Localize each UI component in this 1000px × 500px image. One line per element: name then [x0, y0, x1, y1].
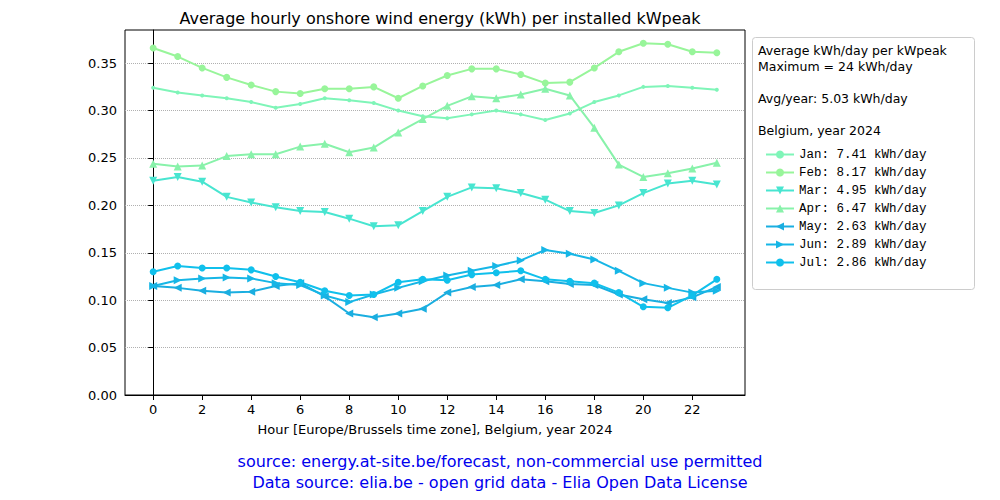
svg-text:Apr: 6.47 kWh/day: Apr: 6.47 kWh/day [799, 202, 927, 216]
svg-text:Jul: 2.86 kWh/day: Jul: 2.86 kWh/day [799, 256, 927, 270]
svg-text:0.05: 0.05 [88, 340, 117, 355]
svg-text:0.20: 0.20 [88, 198, 117, 213]
svg-text:Belgium, year 2024: Belgium, year 2024 [758, 123, 881, 138]
svg-text:source: energy.at-site.be/fore: source: energy.at-site.be/forecast, non-… [238, 452, 763, 471]
svg-text:4: 4 [247, 402, 255, 417]
svg-text:Data source: elia.be - open gr: Data source: elia.be - open grid data - … [252, 473, 747, 492]
svg-text:6: 6 [296, 402, 304, 417]
svg-text:Maximum = 24 kWh/day: Maximum = 24 kWh/day [758, 59, 913, 74]
svg-text:22: 22 [684, 402, 701, 417]
svg-text:Average kWh/day per kWpeak: Average kWh/day per kWpeak [758, 43, 948, 58]
svg-text:Mar: 4.95 kWh/day: Mar: 4.95 kWh/day [799, 184, 927, 198]
svg-text:8: 8 [345, 402, 353, 417]
svg-text:0.30: 0.30 [88, 103, 117, 118]
svg-text:0.25: 0.25 [88, 150, 117, 165]
svg-text:May: 2.63 kWh/day: May: 2.63 kWh/day [799, 220, 927, 234]
svg-text:Average hourly onshore wind en: Average hourly onshore wind energy (kWh)… [179, 9, 701, 28]
svg-text:14: 14 [488, 402, 505, 417]
svg-text:Feb: 8.17 kWh/day: Feb: 8.17 kWh/day [799, 166, 927, 180]
svg-text:0.00: 0.00 [88, 388, 117, 403]
svg-text:Hour [Europe/Brussels time zon: Hour [Europe/Brussels time zone], Belgiu… [258, 422, 613, 437]
svg-text:20: 20 [635, 402, 652, 417]
svg-text:10: 10 [390, 402, 407, 417]
svg-text:2: 2 [198, 402, 206, 417]
svg-text:Avg/year: 5.03 kWh/day: Avg/year: 5.03 kWh/day [758, 91, 908, 106]
svg-text:0.35: 0.35 [88, 56, 117, 71]
svg-text:18: 18 [586, 402, 603, 417]
svg-text:12: 12 [439, 402, 456, 417]
svg-text:Jun: 2.89 kWh/day: Jun: 2.89 kWh/day [799, 238, 927, 252]
svg-text:0.10: 0.10 [88, 293, 117, 308]
svg-text:0.15: 0.15 [88, 245, 117, 260]
svg-text:16: 16 [537, 402, 554, 417]
svg-text:Jan: 7.41 kWh/day: Jan: 7.41 kWh/day [799, 148, 927, 162]
svg-text:0: 0 [149, 402, 157, 417]
